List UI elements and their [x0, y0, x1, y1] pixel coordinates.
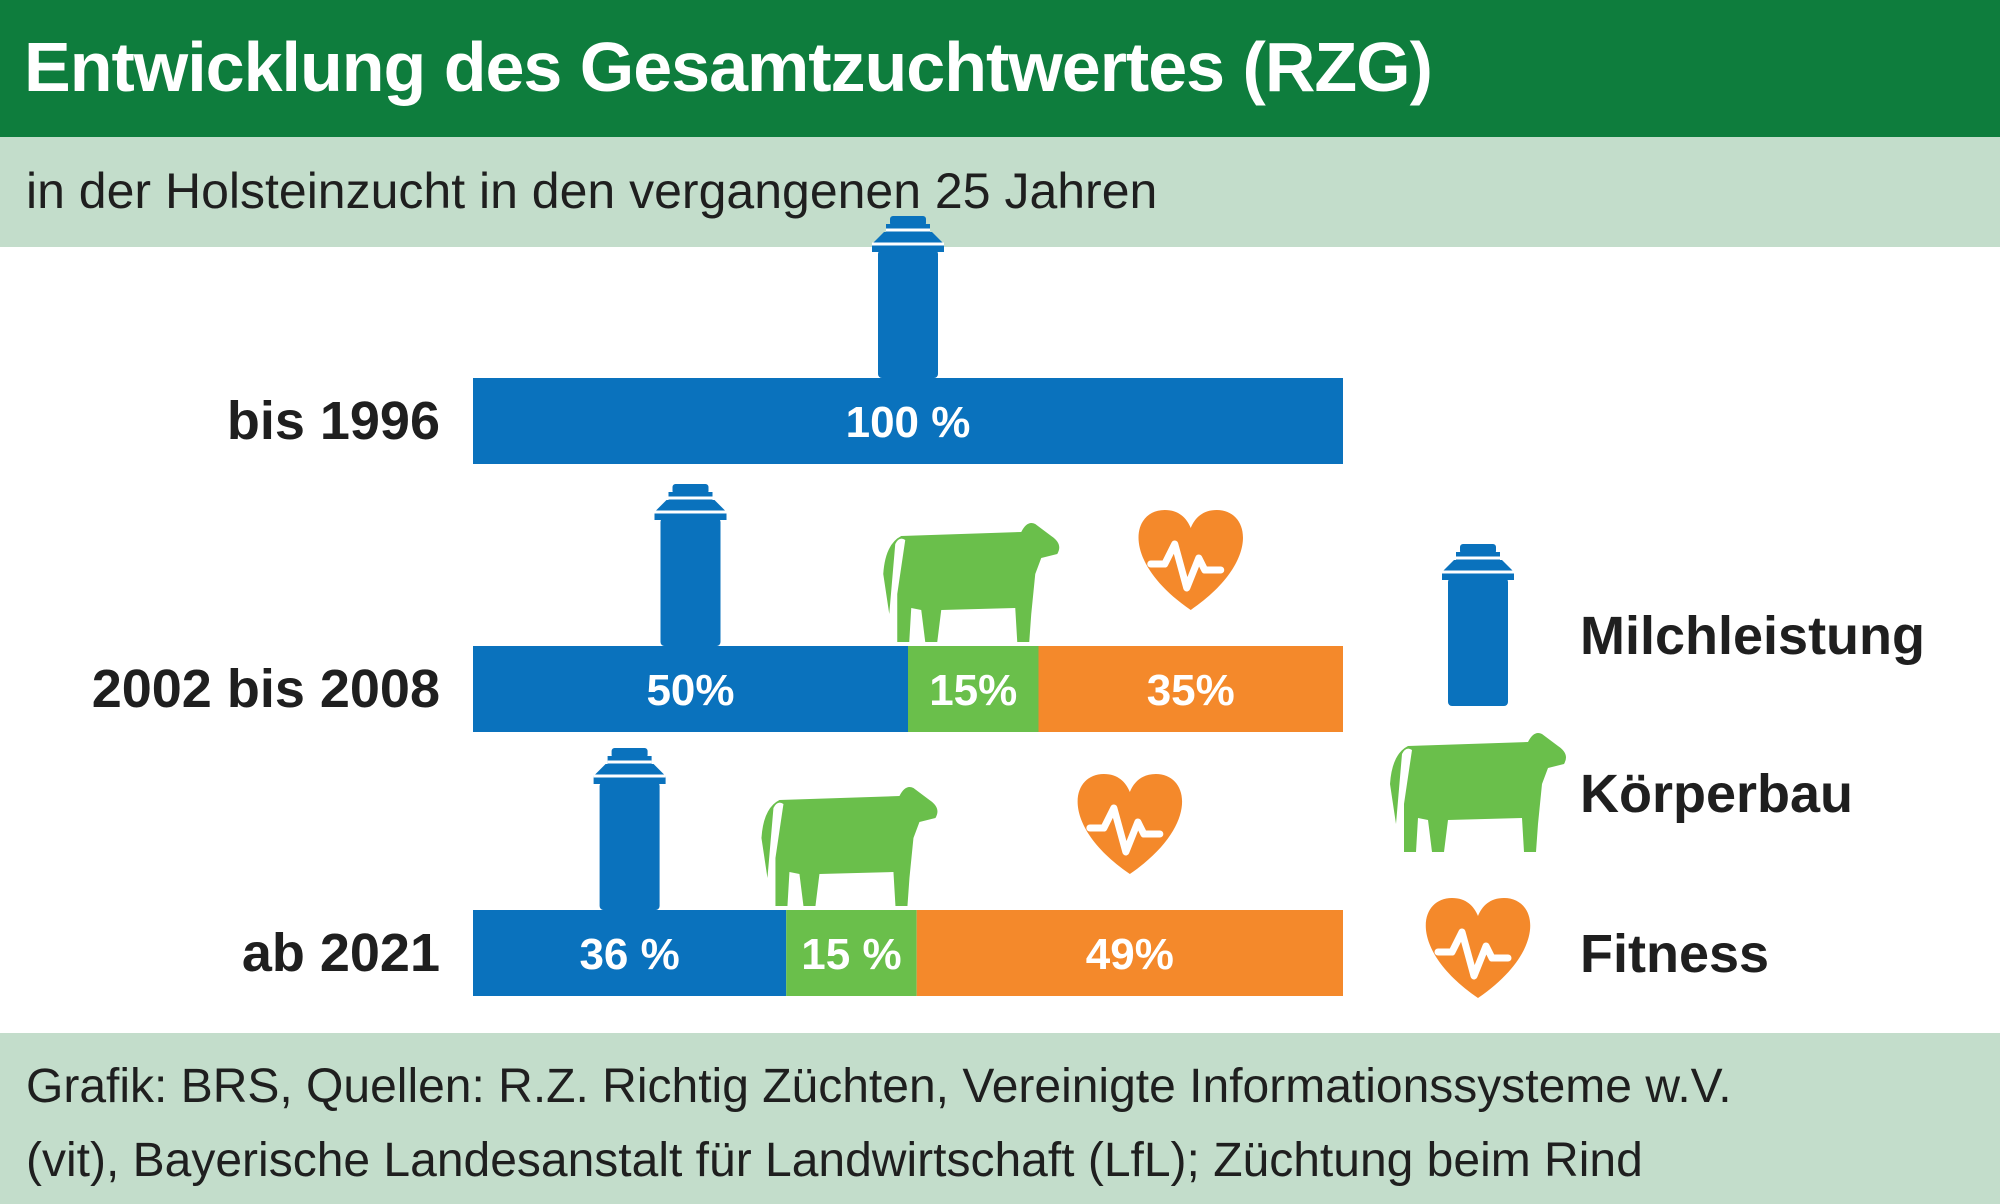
legend-label: Fitness: [1580, 924, 1769, 984]
segment-value-label: 100 %: [846, 398, 971, 447]
page-subtitle: in der Holsteinzucht in den vergangenen …: [26, 163, 1158, 219]
bar-segment-fitness: [1038, 646, 1343, 732]
source-line-2: (vit), Bayerische Landesanstalt für Land…: [26, 1134, 1643, 1187]
bar-segment-milchleistung: [473, 910, 787, 996]
bar-segment-fitness: [916, 910, 1343, 996]
bar-segment-krperbau: [786, 910, 917, 996]
bar-segment-krperbau: [908, 646, 1039, 732]
legend-label: Körperbau: [1580, 764, 1853, 824]
cow-icon: [761, 787, 938, 906]
cow-icon: [883, 523, 1060, 642]
page-title: Entwicklung des Gesamtzuchtwertes (RZG): [24, 28, 1433, 106]
period-label: 2002 bis 2008: [92, 659, 440, 719]
bar-segment-milchleistung: [473, 646, 908, 732]
segment-value-label: 15 %: [801, 930, 901, 979]
milk-can-icon: [593, 748, 666, 910]
heart-pulse-icon: [1077, 774, 1183, 874]
subtitle-bar: in der Holsteinzucht in den vergangenen …: [0, 137, 2000, 247]
segment-value-label: 50%: [646, 666, 734, 715]
heart-pulse-icon: [1138, 510, 1243, 610]
segment-value-label: 15%: [929, 666, 1017, 715]
segment-value-label: 35%: [1147, 666, 1235, 715]
period-label: bis 1996: [227, 391, 440, 451]
title-bar: Entwicklung des Gesamtzuchtwertes (RZG): [0, 0, 2000, 137]
bar-segment-milchleistung: [473, 378, 1343, 464]
legend-cow-icon: [1390, 733, 1566, 852]
legend-label: Milchleistung: [1580, 606, 1925, 666]
milk-can-icon: [872, 216, 944, 378]
segment-value-label: 36 %: [579, 930, 679, 979]
legend-milk-can-icon: [1442, 544, 1514, 706]
source-footer: Grafik: BRS, Quellen: R.Z. Richtig Zücht…: [0, 1033, 2000, 1204]
segment-value-label: 49%: [1086, 930, 1174, 979]
source-line-1: Grafik: BRS, Quellen: R.Z. Richtig Zücht…: [26, 1060, 1732, 1113]
milk-can-icon: [654, 484, 727, 646]
period-label: ab 2021: [242, 923, 440, 983]
legend-heart-pulse-icon: [1425, 898, 1531, 998]
